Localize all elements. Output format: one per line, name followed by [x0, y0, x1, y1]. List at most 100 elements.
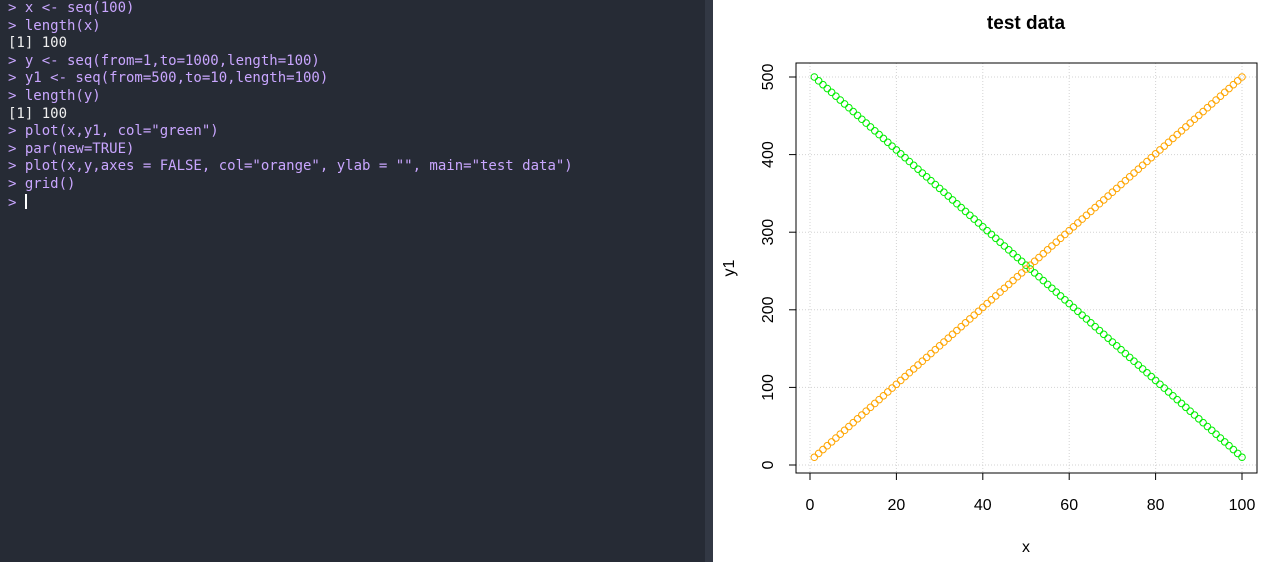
data-point — [987, 295, 996, 304]
data-point — [935, 342, 944, 350]
data-point — [1082, 211, 1091, 220]
data-point — [944, 192, 953, 200]
data-point — [1099, 196, 1108, 204]
data-point — [1069, 222, 1078, 231]
data-point — [1009, 276, 1017, 285]
data-point — [1169, 134, 1177, 143]
data-point — [1186, 407, 1194, 415]
data-point — [935, 184, 944, 193]
data-point — [948, 330, 957, 339]
data-point — [1013, 253, 1022, 262]
data-point — [957, 322, 965, 331]
data-point — [814, 77, 823, 85]
data-point — [979, 303, 987, 312]
console-prompt-line[interactable]: > — [8, 193, 705, 212]
data-point — [1125, 353, 1134, 362]
data-point — [896, 150, 905, 158]
data-point — [1035, 253, 1043, 262]
data-point — [1177, 399, 1186, 408]
data-point — [1195, 415, 1203, 423]
data-point — [823, 441, 832, 450]
data-point — [1173, 130, 1182, 139]
r-console[interactable]: > x <- seq(100) > length(x) [1] 100 > y <- … — [0, 0, 705, 562]
data-point — [1052, 288, 1061, 296]
data-point — [1156, 146, 1164, 154]
x-tick-label: 40 — [974, 497, 992, 514]
data-point — [1238, 453, 1246, 462]
console-command-line: > par(new=TRUE) — [8, 140, 135, 157]
data-point — [1160, 384, 1169, 392]
data-point — [823, 84, 832, 93]
data-point — [840, 426, 849, 435]
data-point — [1143, 368, 1151, 377]
pane-splitter[interactable] — [705, 0, 713, 562]
data-point — [970, 215, 978, 223]
data-point — [1104, 334, 1112, 342]
console-command-line: > grid() — [8, 175, 76, 192]
data-point — [1216, 92, 1225, 100]
data-point — [1151, 150, 1160, 158]
data-point — [1125, 173, 1134, 181]
data-point — [1026, 265, 1035, 273]
plot-title: test data — [987, 13, 1066, 34]
data-point — [862, 407, 870, 415]
x-axis: 0 20 40 60 80 100 — [806, 472, 1256, 514]
data-point — [1182, 123, 1190, 131]
data-point — [840, 100, 849, 108]
data-point — [996, 288, 1004, 296]
data-point — [1091, 203, 1099, 212]
data-point — [1039, 249, 1048, 258]
data-point — [1108, 338, 1117, 346]
data-point — [1030, 257, 1039, 266]
data-point — [922, 353, 931, 362]
data-point — [931, 180, 940, 189]
data-point — [1220, 88, 1229, 97]
data-point — [858, 411, 866, 419]
data-point — [1182, 403, 1190, 412]
data-point — [1074, 307, 1082, 316]
data-point — [849, 418, 857, 427]
y-axis: 0 100 200 300 400 500 — [760, 64, 797, 469]
data-point — [953, 326, 961, 335]
data-point — [1056, 234, 1065, 243]
data-point — [931, 345, 940, 354]
data-point — [1190, 115, 1199, 124]
data-point — [892, 146, 901, 154]
data-point — [918, 357, 927, 366]
data-point — [1138, 365, 1147, 373]
data-point — [1099, 330, 1108, 339]
data-point — [875, 395, 883, 404]
data-point — [974, 219, 983, 227]
data-point — [1078, 215, 1086, 223]
data-point — [1177, 126, 1186, 135]
data-point — [1039, 276, 1048, 285]
data-point — [1195, 111, 1203, 120]
plot-pane: 0 20 40 60 80 100 0 100 200 300 400 500 test data … — [713, 0, 1274, 562]
plot-series — [810, 73, 1246, 462]
y-tick-label: 400 — [760, 141, 777, 168]
x-tick-label: 100 — [1229, 497, 1256, 514]
data-point — [987, 230, 996, 239]
data-point — [819, 80, 827, 89]
data-point — [849, 107, 857, 116]
data-point — [1030, 269, 1039, 277]
data-point — [892, 380, 901, 389]
data-point — [983, 226, 991, 235]
data-point — [1061, 230, 1069, 239]
data-point — [1186, 119, 1194, 127]
console-command-line: > x <- seq(100) — [8, 0, 135, 16]
y-tick-label: 200 — [760, 296, 777, 323]
data-point — [1108, 188, 1117, 197]
data-point — [1156, 380, 1164, 389]
data-point — [1074, 219, 1082, 227]
data-point — [1199, 107, 1207, 116]
data-point — [879, 134, 888, 143]
data-point — [853, 415, 862, 423]
data-point — [909, 365, 918, 373]
data-point — [966, 211, 974, 220]
data-point — [1190, 411, 1199, 419]
data-point — [914, 165, 922, 173]
data-point — [974, 307, 983, 316]
data-point — [871, 399, 879, 408]
